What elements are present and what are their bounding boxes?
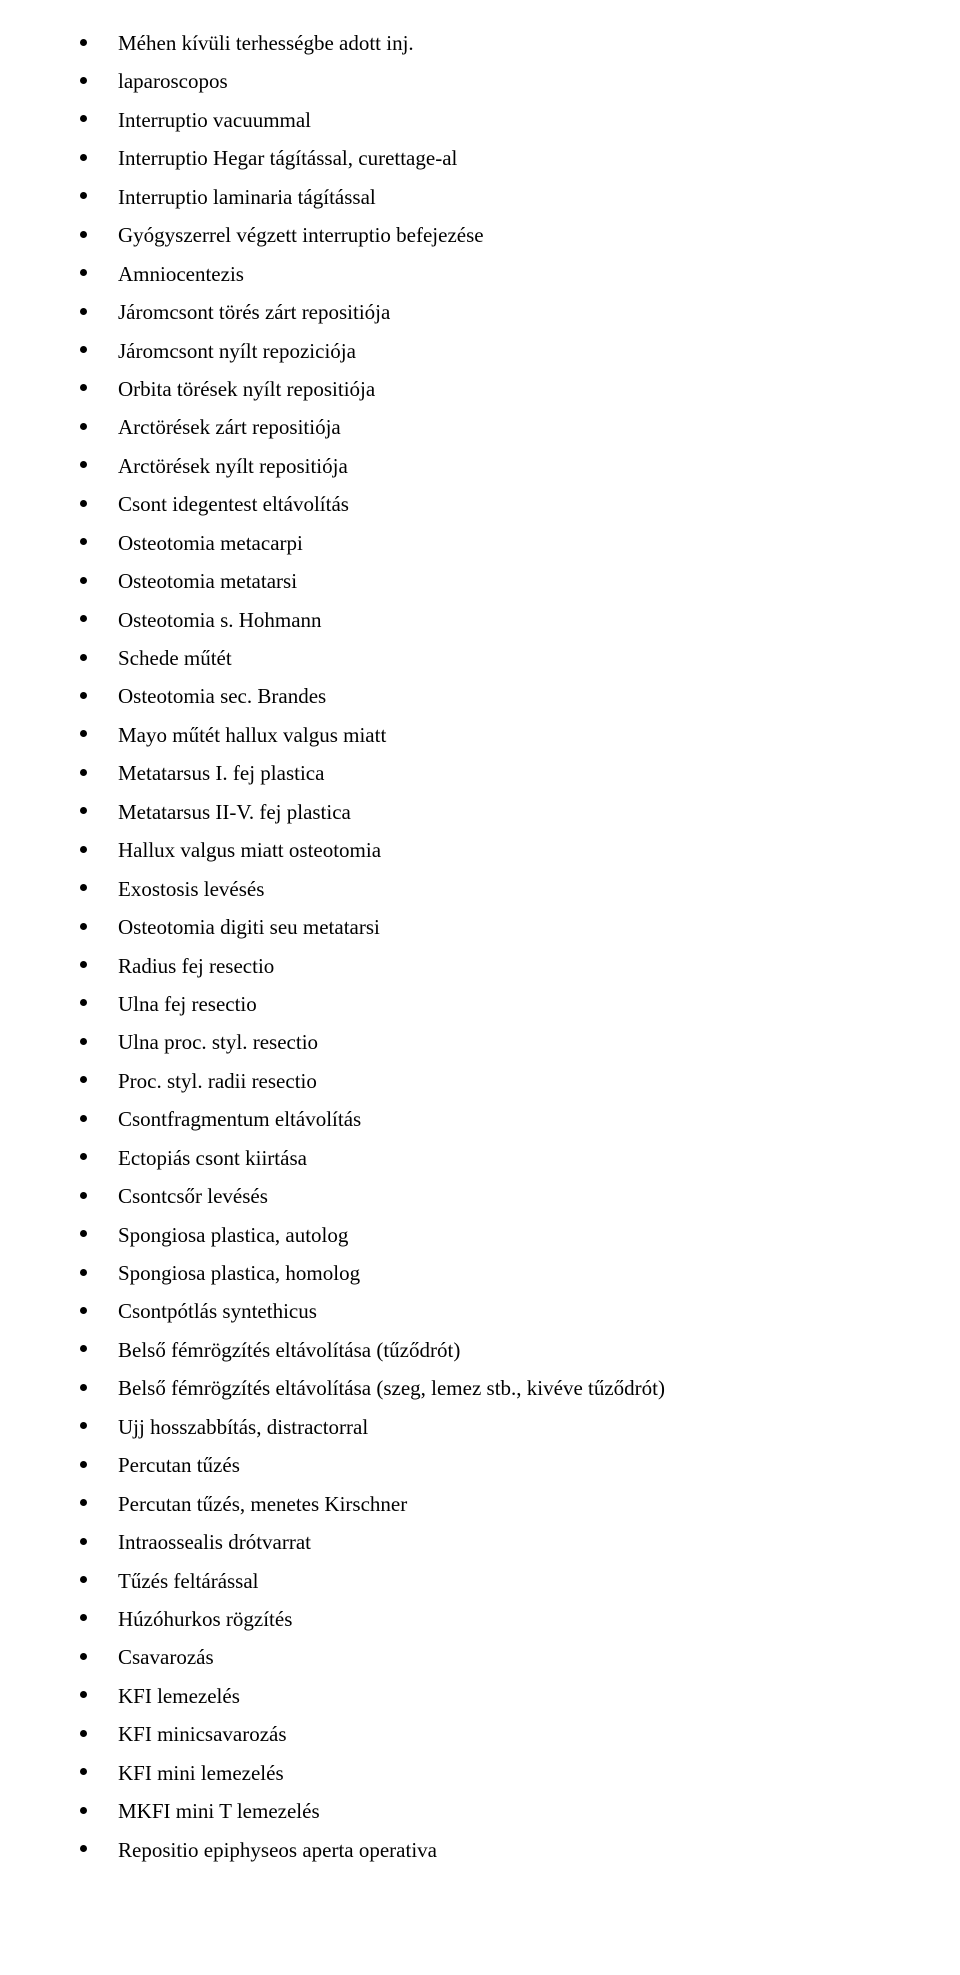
list-item: Csont idegentest eltávolítás [80, 489, 920, 519]
list-item: Intraossealis drótvarrat [80, 1527, 920, 1557]
list-item: Radius fej resectio [80, 951, 920, 981]
list-item: Metatarsus I. fej plastica [80, 758, 920, 788]
list-item: Csontfragmentum eltávolítás [80, 1104, 920, 1134]
list-item: MKFI mini T lemezelés [80, 1796, 920, 1826]
list-item: Csontcsőr levésés [80, 1181, 920, 1211]
list-item: Méhen kívüli terhességbe adott inj. [80, 28, 920, 58]
list-item: Schede műtét [80, 643, 920, 673]
list-item: Osteotomia sec. Brandes [80, 681, 920, 711]
list-item: Gyógyszerrel végzett interruptio befejez… [80, 220, 920, 250]
list-item: Csavarozás [80, 1642, 920, 1672]
list-item: Arctörések zárt repositiója [80, 412, 920, 442]
list-item: Osteotomia digiti seu metatarsi [80, 912, 920, 942]
list-item: Amniocentezis [80, 259, 920, 289]
list-item: Repositio epiphyseos aperta operativa [80, 1835, 920, 1865]
list-item: Mayo műtét hallux valgus miatt [80, 720, 920, 750]
list-item: KFI mini lemezelés [80, 1758, 920, 1788]
list-item: Osteotomia metatarsi [80, 566, 920, 596]
list-item: Spongiosa plastica, autolog [80, 1220, 920, 1250]
list-item: Osteotomia metacarpi [80, 528, 920, 558]
list-item: Ulna fej resectio [80, 989, 920, 1019]
list-item: Interruptio vacuummal [80, 105, 920, 135]
list-item: Arctörések nyílt repositiója [80, 451, 920, 481]
list-item: Spongiosa plastica, homolog [80, 1258, 920, 1288]
list-item: Metatarsus II-V. fej plastica [80, 797, 920, 827]
list-item: Proc. styl. radii resectio [80, 1066, 920, 1096]
list-item: Exostosis levésés [80, 874, 920, 904]
list-item: Interruptio laminaria tágítással [80, 182, 920, 212]
list-item: Osteotomia s. Hohmann [80, 605, 920, 635]
list-item: KFI lemezelés [80, 1681, 920, 1711]
list-item: Járomcsont törés zárt repositiója [80, 297, 920, 327]
list-item: Járomcsont nyílt repoziciója [80, 336, 920, 366]
list-item: Orbita törések nyílt repositiója [80, 374, 920, 404]
list-item: Belső fémrögzítés eltávolítása (szeg, le… [80, 1373, 920, 1403]
list-item: Ectopiás csont kiirtása [80, 1143, 920, 1173]
list-item: Ujj hosszabbítás, distractorral [80, 1412, 920, 1442]
list-item: Hallux valgus miatt osteotomia [80, 835, 920, 865]
list-item: Percutan tűzés [80, 1450, 920, 1480]
list-item: Tűzés feltárással [80, 1566, 920, 1596]
list-item: Csontpótlás syntethicus [80, 1296, 920, 1326]
list-item: laparoscopos [80, 66, 920, 96]
list-item: Húzóhurkos rögzítés [80, 1604, 920, 1634]
list-item: Ulna proc. styl. resectio [80, 1027, 920, 1057]
list-item: KFI minicsavarozás [80, 1719, 920, 1749]
list-item: Belső fémrögzítés eltávolítása (tűződrót… [80, 1335, 920, 1365]
document-bullet-list: Méhen kívüli terhességbe adott inj. lapar… [80, 28, 920, 1865]
list-item: Percutan tűzés, menetes Kirschner [80, 1489, 920, 1519]
list-item: Interruptio Hegar tágítással, curettage-… [80, 143, 920, 173]
